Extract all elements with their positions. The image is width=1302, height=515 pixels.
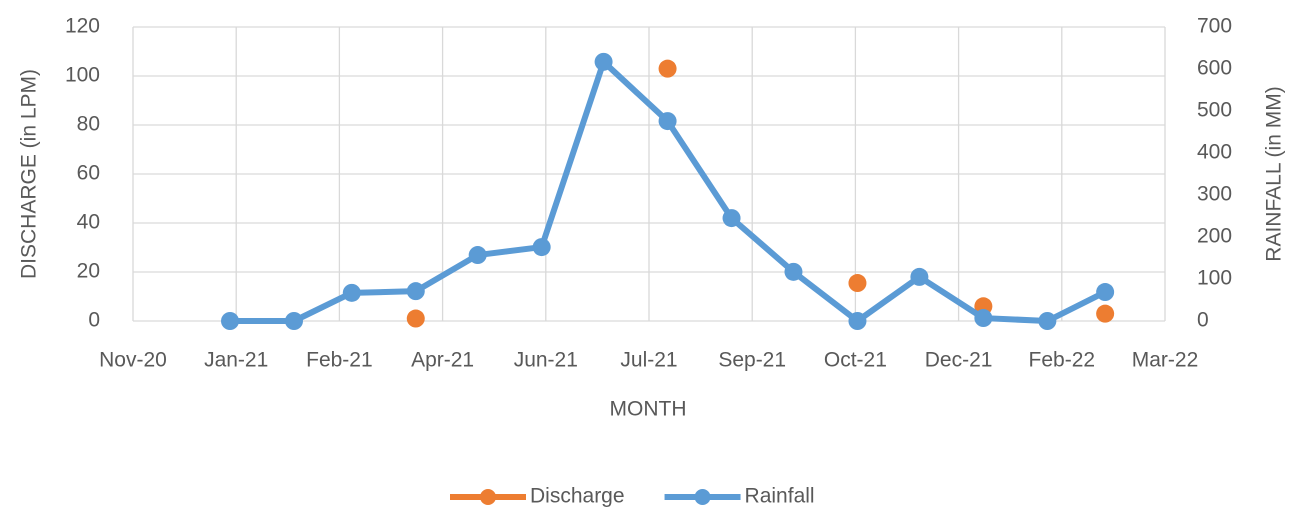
y2-axis-title: RAINFALL (in MM) bbox=[1263, 86, 1286, 261]
data-point bbox=[910, 267, 929, 286]
x-tick-label: Sep-21 bbox=[718, 349, 786, 372]
x-tick-label: Jan-21 bbox=[204, 349, 268, 372]
x-tick-label: Oct-21 bbox=[824, 349, 887, 372]
x-tick-label: Apr-21 bbox=[411, 349, 474, 372]
data-point bbox=[722, 209, 741, 228]
x-tick-label: Jul-21 bbox=[620, 349, 677, 372]
y2-tick-label: 600 bbox=[1197, 57, 1232, 80]
x-tick-label: Mar-22 bbox=[1132, 349, 1199, 372]
legend-label: Discharge bbox=[530, 485, 625, 508]
data-point bbox=[784, 262, 803, 281]
legend-label: Rainfall bbox=[745, 485, 815, 508]
data-point bbox=[1096, 304, 1115, 323]
y-tick-label: 60 bbox=[77, 162, 100, 185]
data-point bbox=[1096, 283, 1115, 302]
y2-tick-label: 700 bbox=[1197, 15, 1232, 38]
y2-tick-label: 200 bbox=[1197, 225, 1232, 248]
x-tick-label: Dec-21 bbox=[925, 349, 993, 372]
x-tick-label: Jun-21 bbox=[514, 349, 578, 372]
data-point bbox=[658, 112, 677, 131]
data-point bbox=[594, 52, 613, 71]
data-point bbox=[848, 274, 867, 293]
data-point bbox=[284, 312, 303, 330]
y2-tick-label: 400 bbox=[1197, 141, 1232, 164]
data-point bbox=[406, 309, 425, 328]
data-point bbox=[468, 246, 487, 265]
data-point bbox=[974, 309, 993, 328]
y-tick-label: 20 bbox=[77, 260, 100, 283]
y-axis-title: DISCHARGE (in LPM) bbox=[18, 69, 41, 279]
legend-marker bbox=[480, 489, 496, 505]
data-point bbox=[658, 59, 677, 78]
y2-tick-label: 0 bbox=[1197, 309, 1209, 332]
y-tick-label: 0 bbox=[88, 309, 100, 332]
y2-tick-label: 300 bbox=[1197, 183, 1232, 206]
y-tick-label: 80 bbox=[77, 113, 100, 136]
series-line bbox=[230, 58, 1107, 324]
data-point bbox=[848, 312, 867, 330]
y-tick-label: 40 bbox=[77, 211, 100, 234]
x-tick-label: Feb-21 bbox=[306, 349, 373, 372]
data-point bbox=[342, 283, 361, 302]
data-point bbox=[532, 238, 551, 257]
y2-tick-label: 100 bbox=[1197, 267, 1232, 290]
legend-marker bbox=[694, 489, 711, 505]
data-point bbox=[221, 312, 240, 330]
y-tick-label: 100 bbox=[65, 64, 100, 87]
x-tick-label: Feb-22 bbox=[1029, 349, 1096, 372]
y2-tick-label: 500 bbox=[1197, 99, 1232, 122]
x-axis-title: MONTH bbox=[610, 398, 687, 421]
data-point bbox=[406, 282, 425, 301]
y-tick-label: 120 bbox=[65, 15, 100, 38]
x-tick-label: Nov-20 bbox=[99, 349, 167, 372]
data-point bbox=[1038, 312, 1057, 330]
